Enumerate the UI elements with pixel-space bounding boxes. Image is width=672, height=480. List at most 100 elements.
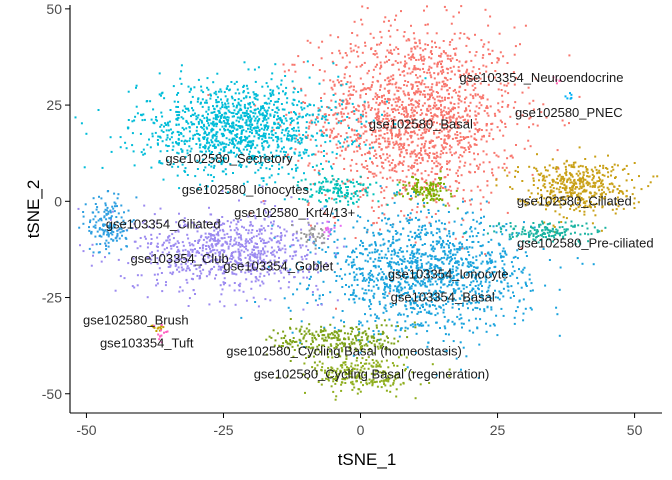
data-point — [410, 50, 413, 53]
data-point — [398, 270, 401, 273]
data-point — [458, 99, 461, 102]
data-point — [328, 107, 331, 110]
data-point — [403, 31, 406, 33]
data-point — [322, 280, 325, 283]
data-point — [168, 258, 171, 261]
data-point — [433, 72, 436, 75]
data-point — [427, 110, 430, 112]
data-point — [156, 257, 159, 260]
data-point — [292, 238, 294, 241]
data-point — [262, 148, 265, 151]
data-point — [147, 257, 150, 260]
data-point — [364, 143, 367, 146]
data-point — [352, 49, 355, 52]
data-point — [418, 323, 421, 326]
data-point — [278, 124, 281, 127]
data-point — [478, 222, 481, 225]
data-point — [213, 234, 216, 237]
data-point — [279, 287, 282, 290]
data-point — [466, 77, 469, 80]
data-point — [411, 208, 414, 211]
data-point — [492, 293, 495, 296]
data-point — [285, 113, 288, 116]
data-point — [248, 96, 251, 99]
data-point — [485, 330, 488, 333]
data-point — [187, 85, 190, 88]
data-point — [477, 284, 480, 287]
data-point — [316, 132, 319, 135]
data-point — [177, 266, 180, 269]
data-point — [454, 237, 457, 240]
data-point — [277, 122, 280, 125]
data-point — [487, 41, 490, 44]
data-point — [487, 75, 490, 78]
data-point — [426, 330, 429, 333]
data-point — [321, 115, 324, 118]
data-point — [265, 125, 268, 127]
data-point — [447, 300, 450, 303]
data-point — [400, 148, 403, 151]
data-point — [480, 208, 482, 211]
data-point — [307, 202, 310, 205]
data-point — [444, 52, 447, 55]
data-point — [363, 105, 366, 108]
data-point — [192, 272, 195, 275]
data-point — [450, 70, 453, 73]
data-point — [223, 148, 226, 151]
data-point — [178, 142, 180, 145]
data-point — [143, 220, 146, 222]
data-point — [212, 105, 214, 108]
data-point — [400, 192, 403, 195]
data-point — [502, 287, 505, 290]
data-point — [348, 117, 351, 119]
data-point — [440, 269, 442, 272]
data-point — [405, 175, 408, 178]
data-point — [432, 234, 435, 237]
data-point — [490, 262, 493, 264]
data-point — [466, 271, 469, 274]
data-point — [441, 146, 444, 149]
data-point — [284, 234, 287, 237]
data-point — [474, 73, 477, 76]
data-point — [458, 90, 461, 93]
data-point — [160, 92, 163, 95]
data-point — [422, 204, 425, 207]
data-point — [289, 309, 292, 312]
data-point — [389, 176, 392, 179]
data-point — [414, 237, 416, 240]
data-point — [372, 36, 375, 39]
data-point — [142, 148, 145, 151]
data-point — [292, 126, 295, 129]
data-point — [264, 261, 267, 264]
data-point — [274, 100, 277, 103]
data-point — [191, 113, 194, 116]
data-point — [496, 126, 499, 129]
data-point — [452, 65, 455, 68]
data-point — [224, 103, 227, 106]
data-point — [175, 141, 177, 144]
data-point — [448, 283, 450, 286]
data-point — [433, 247, 436, 250]
data-point — [302, 270, 304, 273]
data-point — [165, 220, 168, 223]
data-point — [251, 267, 254, 269]
data-point — [305, 245, 308, 248]
data-point — [418, 233, 421, 236]
data-point — [211, 134, 214, 137]
data-point — [399, 179, 402, 182]
data-point — [314, 267, 317, 270]
data-point — [276, 146, 279, 149]
data-point — [257, 252, 260, 255]
data-point — [270, 252, 273, 254]
data-point — [524, 281, 527, 284]
data-point — [442, 115, 445, 118]
data-point — [179, 286, 182, 289]
data-point — [420, 177, 423, 180]
data-point — [499, 252, 502, 255]
data-point — [202, 158, 205, 161]
data-point — [449, 66, 452, 69]
data-point — [218, 224, 221, 227]
data-point — [217, 143, 220, 146]
data-point — [119, 136, 122, 139]
data-point — [411, 140, 414, 143]
